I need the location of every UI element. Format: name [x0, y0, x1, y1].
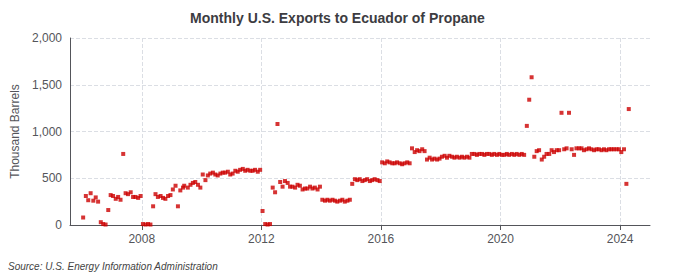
svg-text:2024: 2024	[607, 232, 634, 246]
svg-text:2016: 2016	[368, 232, 395, 246]
svg-text:1,000: 1,000	[32, 125, 62, 139]
svg-text:Source: U.S. Energy Informatio: Source: U.S. Energy Information Administ…	[8, 261, 218, 272]
svg-text:Monthly U.S. Exports to Ecuado: Monthly U.S. Exports to Ecuador of Propa…	[190, 10, 485, 26]
svg-text:1,500: 1,500	[32, 78, 62, 92]
svg-text:2008: 2008	[128, 232, 155, 246]
svg-text:500: 500	[42, 171, 62, 185]
svg-text:0: 0	[55, 218, 62, 232]
svg-text:2012: 2012	[248, 232, 275, 246]
svg-text:2,000: 2,000	[32, 31, 62, 45]
svg-text:2020: 2020	[487, 232, 514, 246]
svg-text:Thousand Barrels: Thousand Barrels	[8, 84, 22, 179]
